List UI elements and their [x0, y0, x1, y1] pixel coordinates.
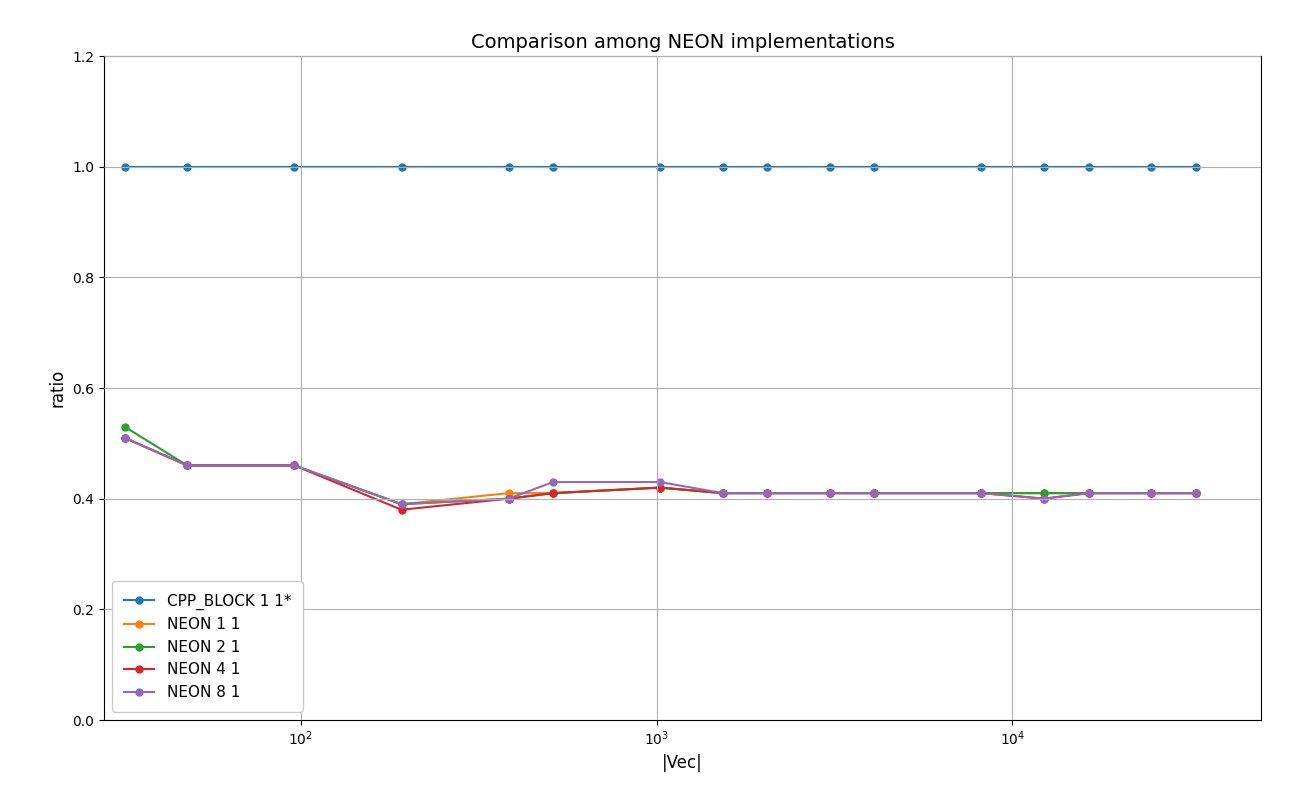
NEON 8 1: [867, 488, 883, 498]
NEON 2 1: [500, 494, 516, 503]
NEON 1 1: [653, 483, 668, 493]
NEON 8 1: [179, 461, 195, 470]
NEON 1 1: [286, 461, 302, 470]
NEON 4 1: [867, 488, 883, 498]
NEON 2 1: [759, 488, 775, 498]
NEON 8 1: [822, 488, 837, 498]
CPP_BLOCK 1 1*: [974, 162, 989, 171]
NEON 1 1: [179, 461, 195, 470]
NEON 2 1: [117, 422, 133, 431]
NEON 2 1: [394, 499, 410, 509]
NEON 4 1: [822, 488, 837, 498]
NEON 8 1: [1188, 488, 1204, 498]
NEON 4 1: [394, 505, 410, 514]
Y-axis label: ratio: ratio: [48, 369, 66, 407]
NEON 1 1: [117, 433, 133, 442]
NEON 2 1: [1080, 488, 1096, 498]
NEON 8 1: [759, 488, 775, 498]
NEON 4 1: [545, 488, 560, 498]
NEON 8 1: [1080, 488, 1096, 498]
CPP_BLOCK 1 1*: [1188, 162, 1204, 171]
NEON 4 1: [1188, 488, 1204, 498]
NEON 8 1: [974, 488, 989, 498]
NEON 4 1: [500, 494, 516, 503]
NEON 8 1: [117, 433, 133, 442]
NEON 4 1: [286, 461, 302, 470]
CPP_BLOCK 1 1*: [653, 162, 668, 171]
NEON 4 1: [1080, 488, 1096, 498]
NEON 1 1: [394, 499, 410, 509]
Line: NEON 2 1: NEON 2 1: [121, 423, 1199, 508]
NEON 1 1: [1188, 488, 1204, 498]
NEON 8 1: [715, 488, 731, 498]
NEON 8 1: [394, 499, 410, 509]
CPP_BLOCK 1 1*: [715, 162, 731, 171]
CPP_BLOCK 1 1*: [117, 162, 133, 171]
CPP_BLOCK 1 1*: [822, 162, 837, 171]
CPP_BLOCK 1 1*: [500, 162, 516, 171]
NEON 4 1: [117, 433, 133, 442]
NEON 8 1: [286, 461, 302, 470]
CPP_BLOCK 1 1*: [394, 162, 410, 171]
NEON 2 1: [867, 488, 883, 498]
NEON 8 1: [1036, 494, 1052, 503]
CPP_BLOCK 1 1*: [179, 162, 195, 171]
Line: NEON 1 1: NEON 1 1: [121, 434, 1199, 508]
NEON 2 1: [715, 488, 731, 498]
NEON 1 1: [715, 488, 731, 498]
NEON 1 1: [545, 488, 560, 498]
Legend: CPP_BLOCK 1 1*, NEON 1 1, NEON 2 1, NEON 4 1, NEON 8 1: CPP_BLOCK 1 1*, NEON 1 1, NEON 2 1, NEON…: [112, 581, 303, 712]
NEON 1 1: [1080, 488, 1096, 498]
NEON 1 1: [500, 488, 516, 498]
NEON 2 1: [545, 488, 560, 498]
Line: CPP_BLOCK 1 1*: CPP_BLOCK 1 1*: [121, 163, 1199, 170]
NEON 1 1: [1144, 488, 1160, 498]
X-axis label: |Vec|: |Vec|: [662, 754, 703, 772]
NEON 8 1: [1144, 488, 1160, 498]
NEON 4 1: [759, 488, 775, 498]
NEON 8 1: [653, 478, 668, 487]
Line: NEON 8 1: NEON 8 1: [121, 434, 1199, 508]
NEON 4 1: [1036, 494, 1052, 503]
NEON 1 1: [974, 488, 989, 498]
NEON 2 1: [1036, 488, 1052, 498]
NEON 1 1: [822, 488, 837, 498]
NEON 1 1: [1036, 488, 1052, 498]
CPP_BLOCK 1 1*: [1036, 162, 1052, 171]
CPP_BLOCK 1 1*: [1144, 162, 1160, 171]
NEON 4 1: [179, 461, 195, 470]
NEON 8 1: [545, 478, 560, 487]
NEON 1 1: [867, 488, 883, 498]
NEON 4 1: [1144, 488, 1160, 498]
CPP_BLOCK 1 1*: [286, 162, 302, 171]
NEON 1 1: [759, 488, 775, 498]
NEON 2 1: [974, 488, 989, 498]
CPP_BLOCK 1 1*: [545, 162, 560, 171]
CPP_BLOCK 1 1*: [867, 162, 883, 171]
Title: Comparison among NEON implementations: Comparison among NEON implementations: [471, 33, 894, 52]
Line: NEON 4 1: NEON 4 1: [121, 434, 1199, 514]
NEON 2 1: [179, 461, 195, 470]
NEON 4 1: [974, 488, 989, 498]
CPP_BLOCK 1 1*: [759, 162, 775, 171]
NEON 4 1: [715, 488, 731, 498]
NEON 4 1: [653, 483, 668, 493]
NEON 2 1: [822, 488, 837, 498]
NEON 2 1: [1188, 488, 1204, 498]
NEON 2 1: [286, 461, 302, 470]
CPP_BLOCK 1 1*: [1080, 162, 1096, 171]
NEON 2 1: [1144, 488, 1160, 498]
NEON 8 1: [500, 494, 516, 503]
NEON 2 1: [653, 483, 668, 493]
